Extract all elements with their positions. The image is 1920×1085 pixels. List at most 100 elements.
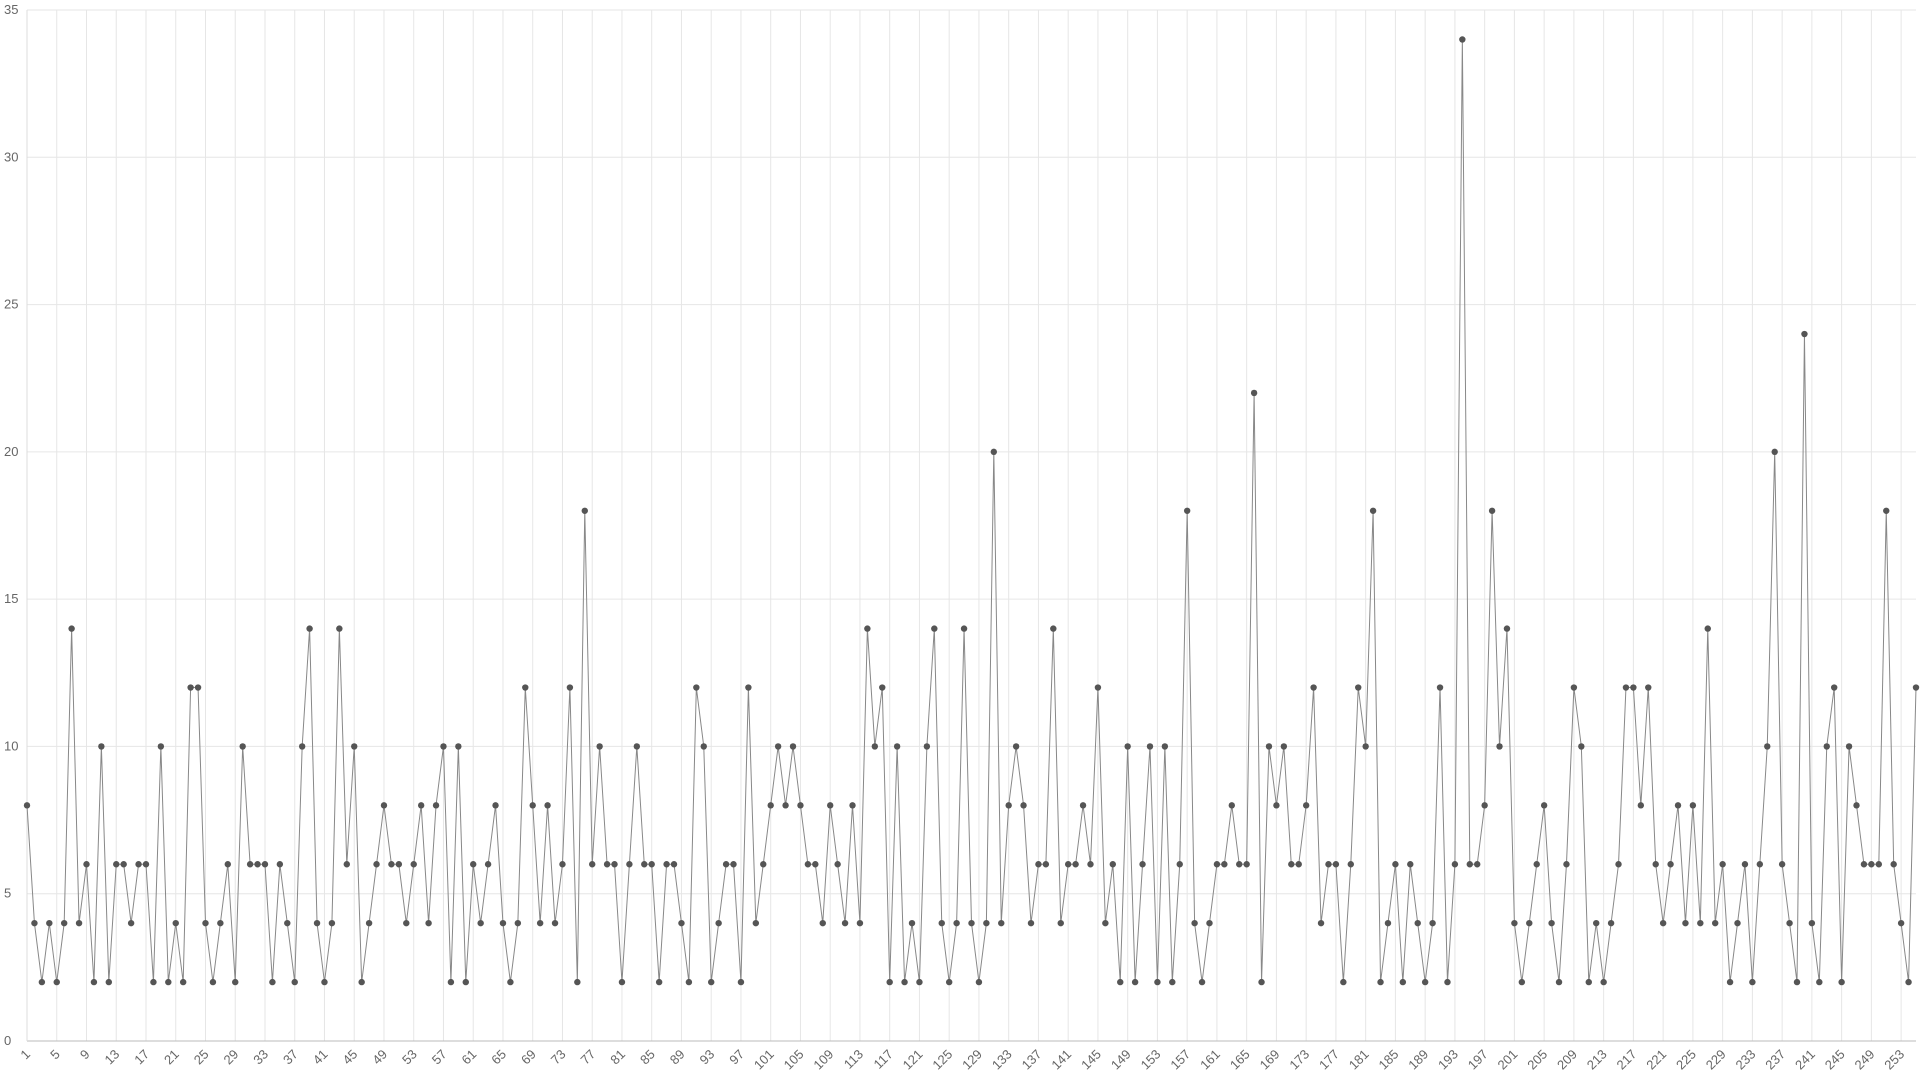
x-tick-label: 117 [871,1047,896,1072]
data-point [737,978,745,986]
x-tick-label: 105 [781,1047,807,1073]
data-point [1786,919,1793,927]
data-point [1734,919,1741,927]
data-point [1206,919,1213,927]
data-point [953,919,960,927]
x-tick-label: 177 [1316,1047,1342,1073]
data-point [410,861,417,868]
data-point [1488,507,1496,514]
data-point [1801,330,1808,338]
y-tick-label: 10 [4,738,18,753]
data-point [365,919,373,927]
x-tick-label: 141 [1048,1047,1074,1073]
data-point [1310,684,1317,691]
data-point [1042,861,1050,868]
data-point [618,978,626,986]
x-tick-label: 89 [667,1047,688,1068]
x-tick-label: 161 [1197,1047,1223,1073]
data-point [960,625,968,632]
data-point [1057,919,1064,927]
data-point [1131,978,1139,986]
x-tick-label: 185 [1376,1047,1402,1073]
x-tick-label: 225 [1673,1047,1699,1073]
data-point [1079,802,1087,809]
data-point [1064,861,1072,868]
data-point [135,861,142,868]
x-tick-label: 169 [1257,1047,1283,1073]
data-point [544,802,551,809]
data-point [1340,978,1347,986]
x-tick-label: 249 [1852,1047,1878,1073]
data-point [1421,978,1429,986]
data-point [194,684,202,691]
data-point [559,861,566,868]
data-point [529,802,536,809]
x-tick-label: 77 [577,1047,598,1068]
data-point [849,802,856,809]
data-point [879,684,886,691]
data-point [291,978,298,986]
data-point [1845,743,1853,750]
data-point [983,919,990,927]
x-tick-label: 129 [959,1047,985,1073]
data-point [1682,919,1689,927]
x-tick-label: 145 [1078,1047,1104,1073]
data-point [1689,802,1697,809]
data-point [1154,978,1161,986]
data-point [1265,743,1273,750]
data-point [202,919,209,927]
x-tick-label: 173 [1286,1047,1312,1073]
data-point [1035,861,1042,868]
data-point [440,743,447,750]
data-point [1183,507,1191,514]
data-point [298,743,306,750]
x-tick-label: 157 [1167,1047,1193,1073]
data-point [1726,978,1734,986]
series-line [26,39,1917,983]
data-point [1466,861,1473,868]
data-point [113,861,120,868]
data-point [1027,919,1035,927]
y-tick-label: 30 [4,149,18,164]
data-point [1369,507,1377,514]
data-point [455,743,462,750]
x-tick-label: 17 [131,1047,152,1068]
data-point [760,861,767,868]
data-point [1533,861,1540,868]
data-point [1250,389,1258,397]
data-point [812,861,819,868]
data-point [1094,684,1102,691]
data-point [1109,861,1117,868]
data-point [217,919,224,927]
data-point [23,802,31,809]
data-point [663,861,670,868]
x-tick-label: 65 [488,1047,509,1068]
data-point [1585,978,1592,986]
data-point [209,978,217,986]
data-point [98,743,105,750]
data-point [708,978,715,986]
data-point [1890,861,1897,868]
data-point [1072,861,1079,868]
data-point [1778,861,1786,868]
data-point [232,978,239,986]
data-point [90,978,98,986]
data-point [120,861,127,868]
data-point [1593,919,1600,927]
data-point [841,919,849,927]
x-tick-label: 5 [47,1047,63,1063]
data-point [1838,978,1845,986]
data-point [1399,978,1407,986]
x-tick-label: 85 [637,1047,658,1068]
x-tick-label: 41 [310,1047,331,1068]
data-point [1295,861,1302,868]
data-point [157,743,165,750]
data-point [678,919,685,927]
x-tick-label: 125 [929,1047,955,1073]
data-point [1600,978,1607,986]
x-tick-label: 69 [518,1047,539,1068]
y-tick-label: 35 [4,2,18,17]
x-tick-label: 9 [77,1047,93,1063]
data-point [1384,919,1392,927]
data-point [1808,919,1816,927]
